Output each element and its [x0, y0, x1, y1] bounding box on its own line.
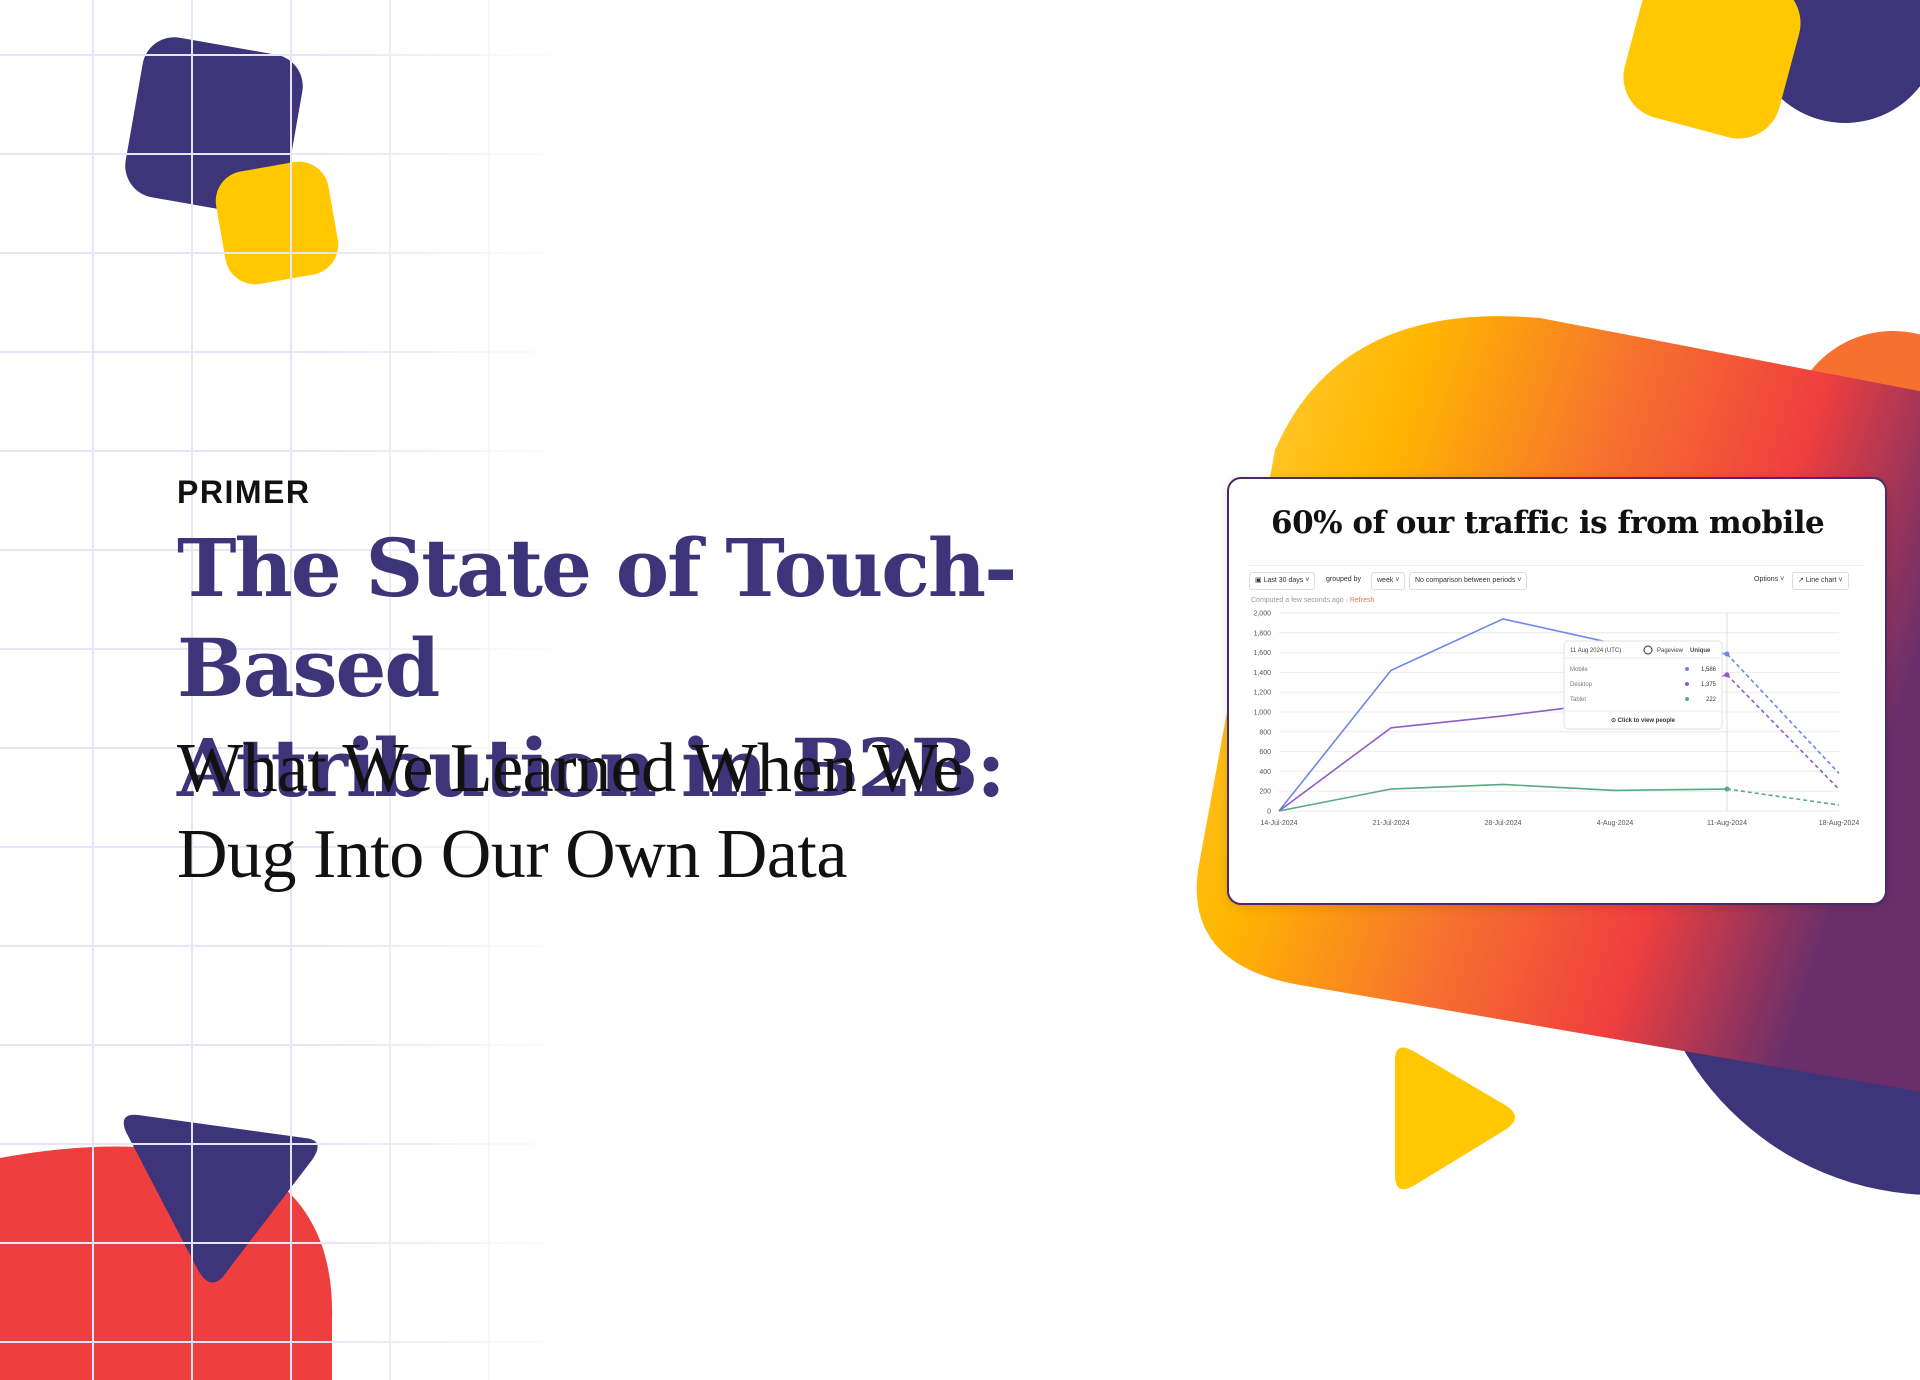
x-tick-label: 21-Jul-2024	[1373, 820, 1410, 827]
y-tick-label: 1,400	[1253, 670, 1271, 677]
tooltip-row-value: 222	[1706, 697, 1717, 703]
line-chart-icon: ↗	[1798, 577, 1804, 584]
x-tick-label: 28-Jul-2024	[1485, 820, 1522, 827]
tooltip-row-label: Mobile	[1570, 667, 1588, 673]
grouped-by-label: grouped by	[1326, 576, 1362, 583]
tooltip-row-label: Tablet	[1570, 697, 1586, 703]
person-icon	[1643, 645, 1653, 655]
tooltip-row-dot	[1685, 682, 1689, 686]
yellow-triangle	[1395, 1047, 1515, 1190]
yellow-rounded-square-top-right	[1623, 0, 1801, 139]
chevron-down-icon: ˅	[1395, 577, 1400, 584]
headline-line-2: Attribution in B2B:	[177, 721, 1006, 815]
date-range-select[interactable]: ▣ Last 30 days ˅	[1249, 572, 1316, 590]
y-tick-label: 1,000	[1253, 710, 1271, 717]
card-title: 60% of our traffic is from mobile	[1271, 505, 1825, 541]
y-tick-label: 0	[1267, 809, 1271, 816]
y-tick-label: 800	[1259, 729, 1271, 736]
interval-label: week	[1377, 577, 1394, 584]
headline-line-1: The State of Touch-Based	[177, 521, 1017, 715]
tooltip-row-value: 1,586	[1701, 667, 1717, 673]
x-tick-label: 18-Aug-2024	[1819, 820, 1860, 827]
series-point-desktop	[1724, 672, 1730, 678]
options-label: Options	[1754, 576, 1779, 583]
chevron-down-icon: ˅	[1517, 577, 1522, 584]
y-tick-label: 1,800	[1253, 630, 1271, 637]
subheadline: What We Learned When We Dug Into Our Own…	[177, 726, 1117, 898]
headline: The State of Touch-Based Attribution in …	[177, 518, 1137, 818]
x-tick-label: 4-Aug-2024	[1597, 820, 1634, 827]
chevron-down-icon: ˅	[1838, 577, 1843, 584]
y-tick-label: 1,200	[1253, 690, 1271, 697]
tooltip-row-dot	[1685, 697, 1689, 701]
subheadline-line-1: What We Learned When We	[177, 730, 963, 807]
x-tick-label: 14-Jul-2024	[1261, 820, 1298, 827]
tooltip-mode: Unique	[1690, 648, 1711, 654]
tooltip-row-dot	[1685, 667, 1689, 671]
series-point-mobile	[1724, 651, 1730, 657]
interval-select[interactable]: week ˅	[1371, 572, 1406, 590]
chart-type-select[interactable]: ↗ Line chart ˅	[1792, 572, 1849, 590]
series-line-dashed-mobile	[1726, 653, 1840, 774]
y-tick-label: 400	[1259, 769, 1271, 776]
series-line-dashed-desktop	[1726, 674, 1840, 790]
series-line-tablet	[1278, 783, 1728, 812]
series-point-tablet	[1724, 786, 1730, 792]
y-tick-label: 200	[1259, 789, 1271, 796]
tooltip-row-value: 1,375	[1701, 682, 1717, 688]
chart-toolbar: ▣ Last 30 days ˅ grouped by week ˅ No co…	[1249, 565, 1865, 594]
comparison-label: No comparison between periods	[1415, 577, 1516, 584]
comparison-select[interactable]: No comparison between periods ˅	[1409, 572, 1528, 590]
tooltip-box	[1563, 640, 1723, 730]
x-tick-label: 11-Aug-2024	[1707, 820, 1747, 827]
chart-card: 60% of our traffic is from mobile ▣ Last…	[1227, 477, 1887, 905]
background-grid	[0, 0, 570, 1380]
y-tick-label: 1,600	[1253, 650, 1271, 657]
refresh-link[interactable]: Refresh	[1349, 597, 1375, 604]
computed-status: Computed a few seconds ago · Refresh	[1251, 597, 1375, 604]
calendar-icon: ▣	[1255, 577, 1262, 584]
y-tick-label: 2,000	[1253, 611, 1271, 618]
options-button[interactable]: Options ˅	[1749, 572, 1789, 588]
chevron-down-icon: ˅	[1305, 577, 1310, 584]
tooltip-cta: ⊙ Click to view people	[1611, 718, 1676, 724]
subheadline-line-2: Dug Into Our Own Data	[177, 816, 847, 893]
date-range-label: Last 30 days	[1263, 577, 1304, 584]
chart-type-label: Line chart	[1805, 577, 1837, 584]
series-line-dashed-tablet	[1726, 788, 1840, 806]
y-tick-label: 600	[1259, 749, 1271, 756]
brand-logo: PRIMER	[177, 474, 311, 510]
chevron-down-icon: ˅	[1780, 576, 1785, 583]
line-chart: 0 200 400 600 800 1,000 1,200 1,400 1,600 1,800 2,…	[1253, 611, 1860, 828]
tooltip-metric: Pageview	[1657, 648, 1684, 654]
tooltip-row-label: Desktop	[1570, 682, 1593, 688]
computed-text: Computed a few seconds ago	[1251, 597, 1344, 604]
tooltip-date: 11 Aug 2024 (UTC)	[1570, 648, 1621, 654]
